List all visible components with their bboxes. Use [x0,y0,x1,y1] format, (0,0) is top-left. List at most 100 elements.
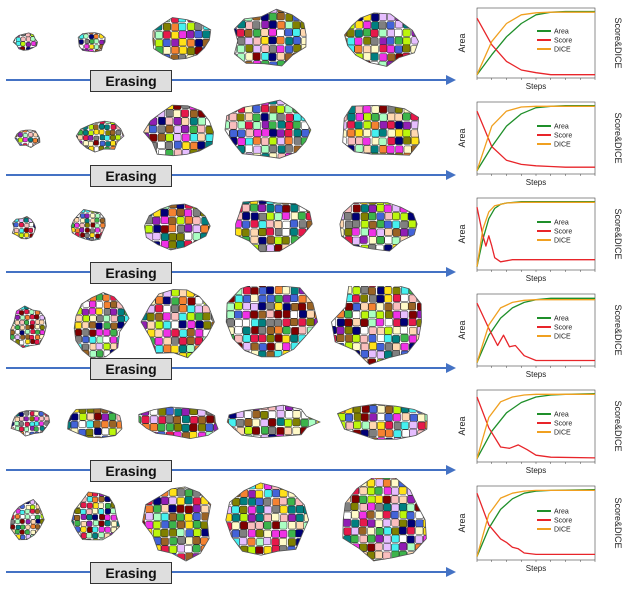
progress-arrow [6,170,456,180]
legend-label-score: Score [554,325,572,332]
area-score-dice-chart: Area Score DICE Steps Area Score&DICE [457,197,623,283]
series-line-dice [476,105,595,171]
series-line-score [476,302,595,362]
segmented-blob [339,202,418,252]
y-axis-label-left: Area [457,320,467,339]
y-axis-label-left: Area [457,416,467,435]
legend-label-score: Score [554,229,572,236]
x-axis-label: Steps [526,274,546,283]
segmented-blob [225,482,309,556]
y-axis-label-left: Area [457,33,467,52]
arrow-head [446,567,456,577]
series-line-score [476,17,595,76]
legend-label-area: Area [554,316,569,323]
erasing-row: Erasing Area Score DICE Steps Area Score&DICE [0,94,626,190]
legend-label-area: Area [554,29,569,36]
plot-frame [476,485,596,561]
legend-label-area: Area [554,220,569,227]
y-axis-label-right: Score&DICE [613,112,623,163]
area-score-dice-chart: Area Score DICE Steps Area Score&DICE [457,485,623,573]
series-line-score [476,206,595,263]
erasing-row: Erasing Area Score DICE Steps Area Score&DICE [0,190,626,286]
progress-arrow [6,567,456,577]
legend-label-dice: DICE [554,47,571,54]
progress-arrow [6,267,456,277]
y-axis-label-right: Score&DICE [613,208,623,259]
legend-label-score: Score [554,38,572,45]
y-axis-label-left: Area [457,128,467,147]
series-line-score [476,110,595,168]
segmented-blob [12,216,36,239]
legend-label-score: Score [554,518,572,525]
y-axis-label-left: Area [457,224,467,243]
segmented-blob [235,200,313,252]
erasing-label: Erasing [90,70,172,92]
series-line-dice [476,489,595,557]
erasing-label: Erasing [90,562,172,584]
area-score-dice-chart: Area Score DICE Steps Area Score&DICE [457,7,623,91]
legend-label-score: Score [554,421,572,428]
segmentation-sequence [10,403,428,440]
arrow-head [446,170,456,180]
arrow-head [446,465,456,475]
plot-frame [476,293,596,367]
area-score-dice-chart: Area Score DICE Steps Area Score&DICE [457,101,623,187]
progress-arrow [6,75,456,85]
plot-frame [476,7,596,79]
series-line-score [476,396,596,459]
legend-label-score: Score [554,133,572,140]
x-axis-label: Steps [526,370,546,379]
segmentation-sequence [9,286,422,365]
arrow-head [446,363,456,373]
segmentation-sequence [9,478,427,562]
y-axis-label-left: Area [457,513,467,532]
erasing-row: Erasing Area Score DICE Steps Area Score&DICE [0,478,626,586]
y-axis-label-right: Score&DICE [613,497,623,548]
area-score-dice-chart: Area Score DICE Steps Area Score&DICE [457,293,623,379]
arrow-head [446,75,456,85]
segmented-blob [144,204,211,250]
segmentation-sequence [14,99,420,159]
x-axis-label: Steps [526,82,546,91]
legend-label-dice: DICE [554,527,571,534]
series-line-dice [476,201,595,267]
segmented-blob [71,492,120,540]
area-score-dice-chart: Area Score DICE Steps Area Score&DICE [457,389,623,475]
series-line-score [476,492,595,556]
series-line-dice [476,11,595,75]
erasing-label: Erasing [90,262,172,284]
erasing-row: Erasing Area Score DICE Steps Area Score&DICE [0,286,626,382]
segmented-blob [67,408,122,438]
segmented-blob [14,130,40,148]
legend-label-dice: DICE [554,430,571,437]
progress-arrow [6,363,456,373]
segmentation-sequence [12,8,419,67]
y-axis-label-right: Score&DICE [613,17,623,68]
progress-arrow [6,465,456,475]
segmented-blob [76,121,124,153]
y-axis-label-right: Score&DICE [613,400,623,451]
segmented-blob [78,32,106,52]
erasing-row: Erasing Area Score DICE Steps Area Score&DICE [0,382,626,482]
legend-label-dice: DICE [554,238,571,245]
x-axis-label: Steps [526,466,546,475]
plot-frame [476,389,596,463]
legend-label-area: Area [554,412,569,419]
plot-frame [476,197,596,271]
x-axis-label: Steps [526,178,546,187]
legend-label-dice: DICE [554,142,571,149]
erasing-label: Erasing [90,460,172,482]
segmented-blob [71,209,106,241]
x-axis-label: Steps [526,564,546,573]
legend-label-dice: DICE [554,334,571,341]
plot-frame [476,101,596,175]
erasing-row: Erasing Area Score DICE Steps Area Score&DICE [0,0,626,94]
series-line-dice [476,393,595,459]
legend-label-area: Area [554,509,569,516]
arrow-head [446,267,456,277]
erasing-label: Erasing [90,358,172,380]
series-line-dice [476,299,595,363]
segmentation-sequence [11,200,418,253]
y-axis-label-right: Score&DICE [613,304,623,355]
erasing-label: Erasing [90,165,172,187]
